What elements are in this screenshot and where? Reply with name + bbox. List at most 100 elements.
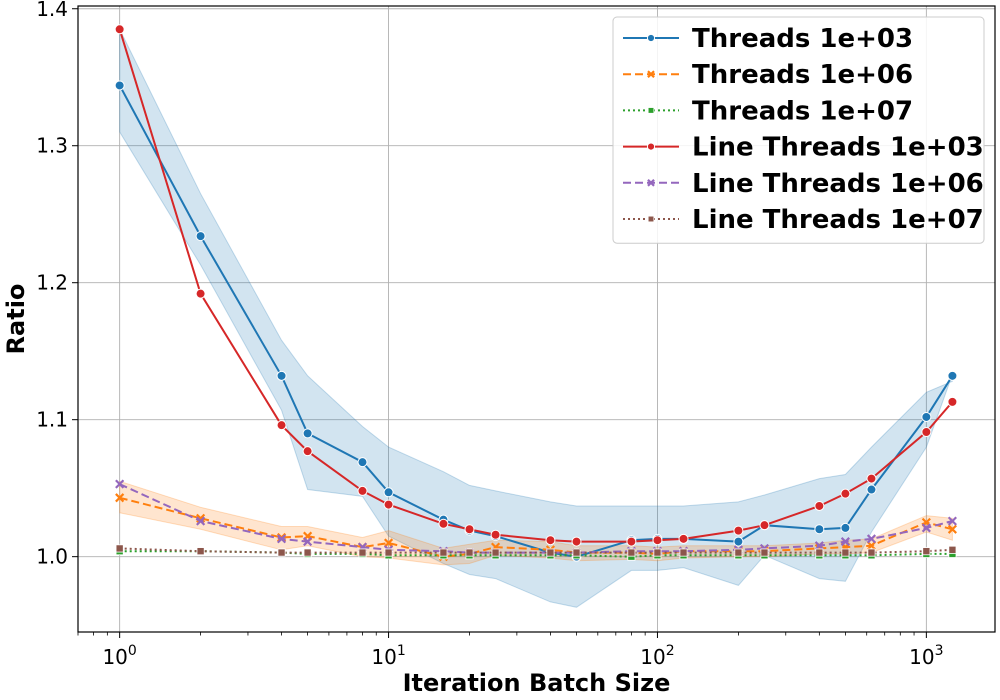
series-group: [114, 24, 958, 547]
data-point: [571, 536, 582, 547]
data-point: [465, 548, 474, 557]
data-point: [679, 548, 688, 557]
plot-frame: [77, 5, 996, 633]
y-axis-label: Ratio: [2, 284, 30, 355]
data-point: [302, 446, 313, 457]
data-point: [277, 548, 286, 557]
data-point: [303, 537, 313, 547]
data-point: [947, 524, 957, 534]
data-point: [866, 534, 877, 544]
data-point: [947, 516, 957, 526]
data-point: [840, 537, 850, 547]
data-point: [866, 541, 877, 551]
data-point: [195, 288, 206, 299]
data-point: [196, 547, 205, 556]
y-tick-label: 1.1: [36, 408, 68, 432]
legend-label: Line Threads 1e+03: [692, 133, 984, 163]
data-point: [383, 499, 394, 510]
x-tick-label: 100: [102, 643, 136, 669]
data-point: [572, 548, 581, 557]
data-point: [276, 420, 287, 431]
y-tick-label: 1.0: [36, 545, 68, 569]
data-point: [867, 548, 876, 557]
data-point: [814, 541, 824, 551]
data-point: [195, 231, 206, 242]
y-tick-label: 1.4: [36, 0, 68, 21]
data-point: [546, 548, 555, 557]
data-point: [358, 548, 367, 557]
data-point: [733, 536, 744, 547]
data-point: [357, 485, 368, 496]
data-point: [438, 518, 449, 529]
y-tick-label: 1.3: [36, 134, 68, 158]
data-point: [627, 548, 636, 557]
data-point: [759, 520, 770, 531]
x-tick-label: 102: [640, 643, 674, 669]
data-point: [921, 427, 932, 438]
data-point: [921, 411, 932, 422]
legend-marker: [647, 107, 655, 114]
data-point: [653, 548, 662, 557]
data-point: [302, 428, 313, 439]
data-point: [491, 548, 500, 557]
data-point: [840, 488, 851, 499]
y-tick-label: 1.2: [36, 271, 68, 295]
data-point: [814, 524, 825, 535]
legend-label: Threads 1e+06: [692, 60, 913, 90]
data-point: [464, 524, 475, 535]
data-point: [357, 457, 368, 468]
x-axis-label: Iteration Batch Size: [403, 669, 671, 697]
legend-label: Line Threads 1e+06: [692, 169, 984, 199]
data-point: [947, 396, 958, 407]
data-point: [866, 484, 877, 495]
legend-marker: [647, 70, 655, 79]
data-point: [490, 529, 501, 540]
data-point: [384, 548, 393, 557]
data-point: [921, 523, 931, 533]
legend-marker: [646, 33, 656, 43]
legend-label: Line Threads 1e+07: [692, 205, 984, 235]
data-point: [815, 548, 824, 557]
legend-box: [612, 16, 985, 244]
data-point: [383, 487, 394, 498]
data-point: [114, 24, 125, 35]
data-point: [922, 547, 931, 556]
data-point: [734, 548, 743, 557]
data-point: [626, 536, 637, 547]
legend: Threads 1e+03 Threads 1e+06 Threads 1e+07 L…: [612, 16, 985, 244]
data-point: [303, 548, 312, 557]
data-point: [115, 479, 125, 489]
data-point: [814, 500, 825, 511]
axis-ticks: 100 101 102 103 1.0 1.1 1.2 1.3 1.4: [36, 0, 943, 669]
data-point: [115, 493, 125, 503]
data-point: [678, 533, 689, 544]
data-point: [760, 548, 769, 557]
data-point: [383, 538, 394, 548]
data-point: [196, 516, 206, 526]
series-line: [119, 483, 953, 554]
data-point: [439, 548, 448, 557]
data-point: [840, 522, 851, 533]
data-point: [114, 80, 125, 91]
data-point: [841, 548, 850, 557]
series-lines: [114, 24, 958, 562]
legend-marker: [647, 178, 655, 187]
x-tick-label: 101: [371, 643, 405, 669]
legend-label: Threads 1e+07: [692, 96, 913, 126]
data-point: [276, 534, 287, 544]
data-point: [948, 545, 957, 554]
legend-label: Threads 1e+03: [692, 24, 913, 54]
series-line: [119, 496, 953, 558]
data-point: [276, 370, 287, 381]
data-point: [545, 535, 556, 546]
data-point: [866, 473, 877, 484]
data-point: [652, 535, 663, 546]
data-point: [947, 370, 958, 381]
data-point: [733, 525, 744, 536]
legend-marker: [647, 215, 655, 223]
series-group: [115, 544, 957, 557]
legend-marker: [646, 142, 656, 151]
x-tick-label: 103: [909, 643, 943, 669]
data-point: [115, 544, 124, 553]
